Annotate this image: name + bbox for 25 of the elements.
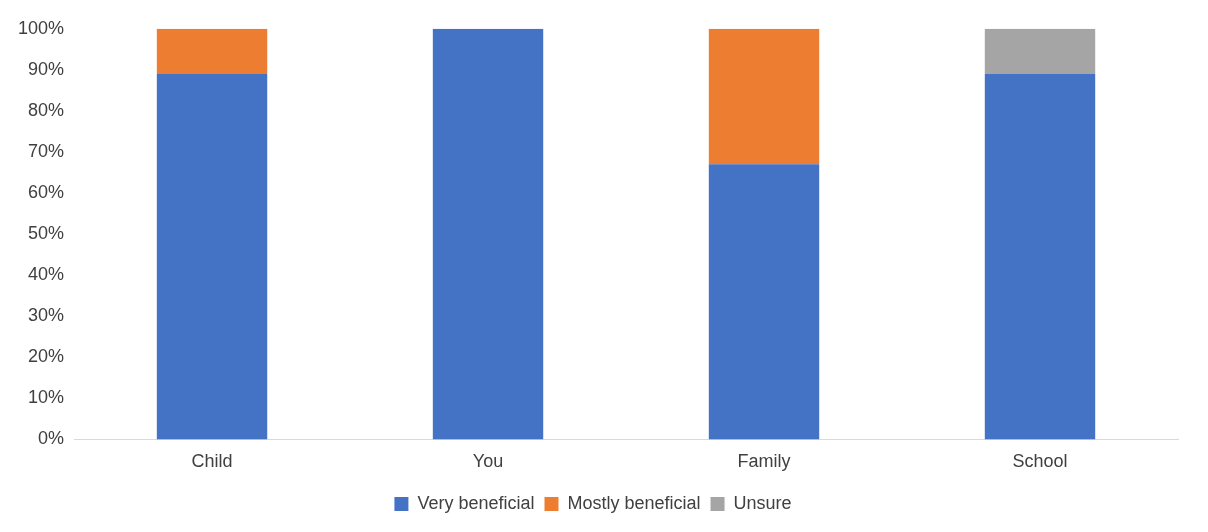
y-tick-label: 70% [28,140,65,161]
y-tick-label: 10% [28,387,65,408]
bar [984,73,1096,440]
legend-label: Mostly beneficial [567,492,701,513]
y-tick-label: 30% [28,305,65,326]
y-tick-label: 50% [28,223,65,244]
legend-label: Unsure [733,492,792,513]
bar [432,28,544,440]
y-tick-label: 0% [38,428,65,449]
x-tick-label: School [1012,451,1068,472]
y-tick-label: 80% [28,99,65,120]
y-tick-label: 20% [28,346,65,367]
legend-label: Very beneficial [417,492,535,513]
y-tick-label: 100% [17,17,65,38]
y-tick-label: 60% [28,182,65,203]
x-tick-label: You [472,451,504,472]
bar [156,73,268,440]
x-tick-label: Child [191,451,233,472]
x-tick-label: Family [737,451,791,472]
y-tick-label: 40% [28,264,65,285]
bar [984,28,1096,74]
bar [156,28,268,74]
y-tick-label: 90% [28,58,65,79]
bar [708,28,820,165]
bar [708,164,820,440]
